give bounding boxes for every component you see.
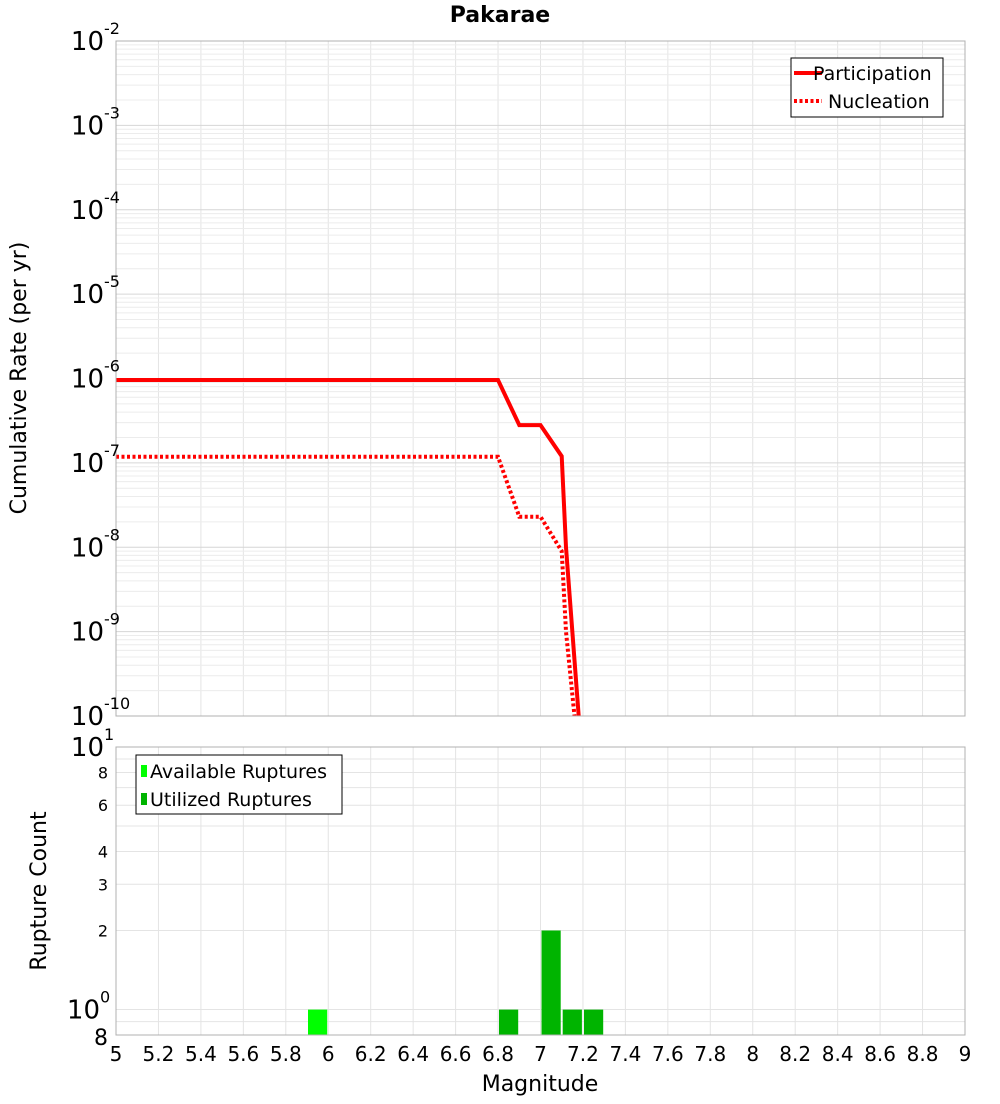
grid-lines [115,41,966,1036]
top-ytick-label: 10 -7 [71,441,120,479]
top-ytick-label: 10 -5 [71,272,120,310]
top-ytick-label: 10 -3 [71,103,120,141]
xtick-label: 6 [322,1042,335,1066]
top-ytick-label: 10 -4 [71,188,120,226]
legend-label-available-ruptures: Available Ruptures [150,761,327,783]
top-ytick-label: 10 -9 [71,610,120,648]
bar-utilized-ruptures [584,1009,604,1035]
xtick-label: 5.4 [185,1042,217,1066]
xtick-label: 5.6 [227,1042,259,1066]
xtick-label: 7.4 [609,1042,641,1066]
bottom-plot-border [115,746,966,1036]
top-legend: Participation Nucleation [790,57,944,118]
xtick-label: 7 [534,1042,547,1066]
legend-swatch-available-ruptures [141,765,147,777]
ytick-exponent: -2 [104,19,120,38]
top-y-axis-label: Cumulative Rate (per yr) [7,242,32,515]
bar-utilized-ruptures [499,1009,519,1035]
ytick-exponent: -9 [104,610,120,629]
ytick-mantissa: 10 [71,111,104,141]
bottom-legend: Available Ruptures Utilized Ruptures [135,754,343,815]
xtick-label: 6.2 [355,1042,387,1066]
ytick-mantissa: 10 [67,996,100,1026]
legend-box [790,57,944,118]
bottom-ytick-minor-label: 8 [94,1026,108,1051]
x-axis-label: Magnitude [482,1072,599,1097]
bottom-y-axis-label: Rupture Count [27,811,52,971]
ytick-mantissa: 10 [71,280,104,310]
top-plot-border [115,40,966,717]
ytick-exponent: -5 [104,272,120,291]
ytick-exponent: -6 [104,357,120,376]
xtick-label: 8.2 [779,1042,811,1066]
xtick-label: 5 [110,1042,123,1066]
xtick-label: 5.8 [270,1042,302,1066]
xtick-label: 7.2 [567,1042,599,1066]
top-ytick-label: 10 -8 [71,525,120,563]
bottom-ytick-label-one: 10 0 [67,988,110,1026]
ytick-mantissa: 10 [71,702,104,732]
ytick-exponent: 0 [100,988,110,1007]
bottom-ytick-minor-label: 2 [98,922,108,941]
xtick-label: 5.2 [143,1042,175,1066]
chart-title: Pakarae [450,3,550,28]
xtick-label: 9 [959,1042,972,1066]
bottom-ytick-minor-label: 3 [98,875,108,894]
bottom-ytick-minor-label: 8 [98,763,108,782]
bottom-ytick-minor-label: 4 [98,842,108,861]
xtick-label: 6.6 [440,1042,472,1066]
ytick-mantissa: 10 [71,196,104,226]
legend-label-nucleation: Nucleation [828,91,930,113]
series-line-participation [116,378,581,717]
bar-utilized-ruptures [541,930,561,1035]
legend-box [135,754,343,815]
top-ytick-label: 10 -6 [71,357,120,395]
ytick-mantissa: 10 [71,365,104,395]
legend-swatch-utilized-ruptures [141,793,147,805]
series-line-nucleation [116,454,577,717]
top-ytick-label: 10 -10 [71,694,130,732]
ytick-mantissa: 10 [71,618,104,648]
xtick-label: 7.6 [652,1042,684,1066]
legend-label-participation: Participation [813,63,932,85]
xtick-label: 8.6 [864,1042,896,1066]
ytick-exponent: -10 [104,694,130,713]
ytick-exponent: -3 [104,103,120,122]
ytick-exponent: -8 [104,525,120,544]
xtick-label: 7.8 [694,1042,726,1066]
xtick-label: 8 [746,1042,759,1066]
ytick-exponent: 1 [104,725,114,744]
xtick-label: 8.4 [822,1042,854,1066]
bar-available-ruptures [308,1009,328,1035]
xtick-label: 8.8 [907,1042,939,1066]
ytick-mantissa: 10 [71,733,104,763]
ytick-mantissa: 10 [71,27,104,57]
ytick-mantissa: 10 [71,533,104,563]
top-ytick-label: 10 -2 [71,19,120,57]
ytick-mantissa: 10 [71,449,104,479]
legend-label-utilized-ruptures: Utilized Ruptures [150,789,312,811]
ytick-exponent: -7 [104,441,120,460]
bottom-ytick-label-top: 10 1 [71,725,114,763]
xtick-label: 6.8 [482,1042,514,1066]
bottom-ytick-minor-label: 6 [98,796,108,815]
ytick-exponent: -4 [104,188,120,207]
bar-utilized-ruptures [562,1009,582,1035]
xtick-label: 6.4 [397,1042,429,1066]
